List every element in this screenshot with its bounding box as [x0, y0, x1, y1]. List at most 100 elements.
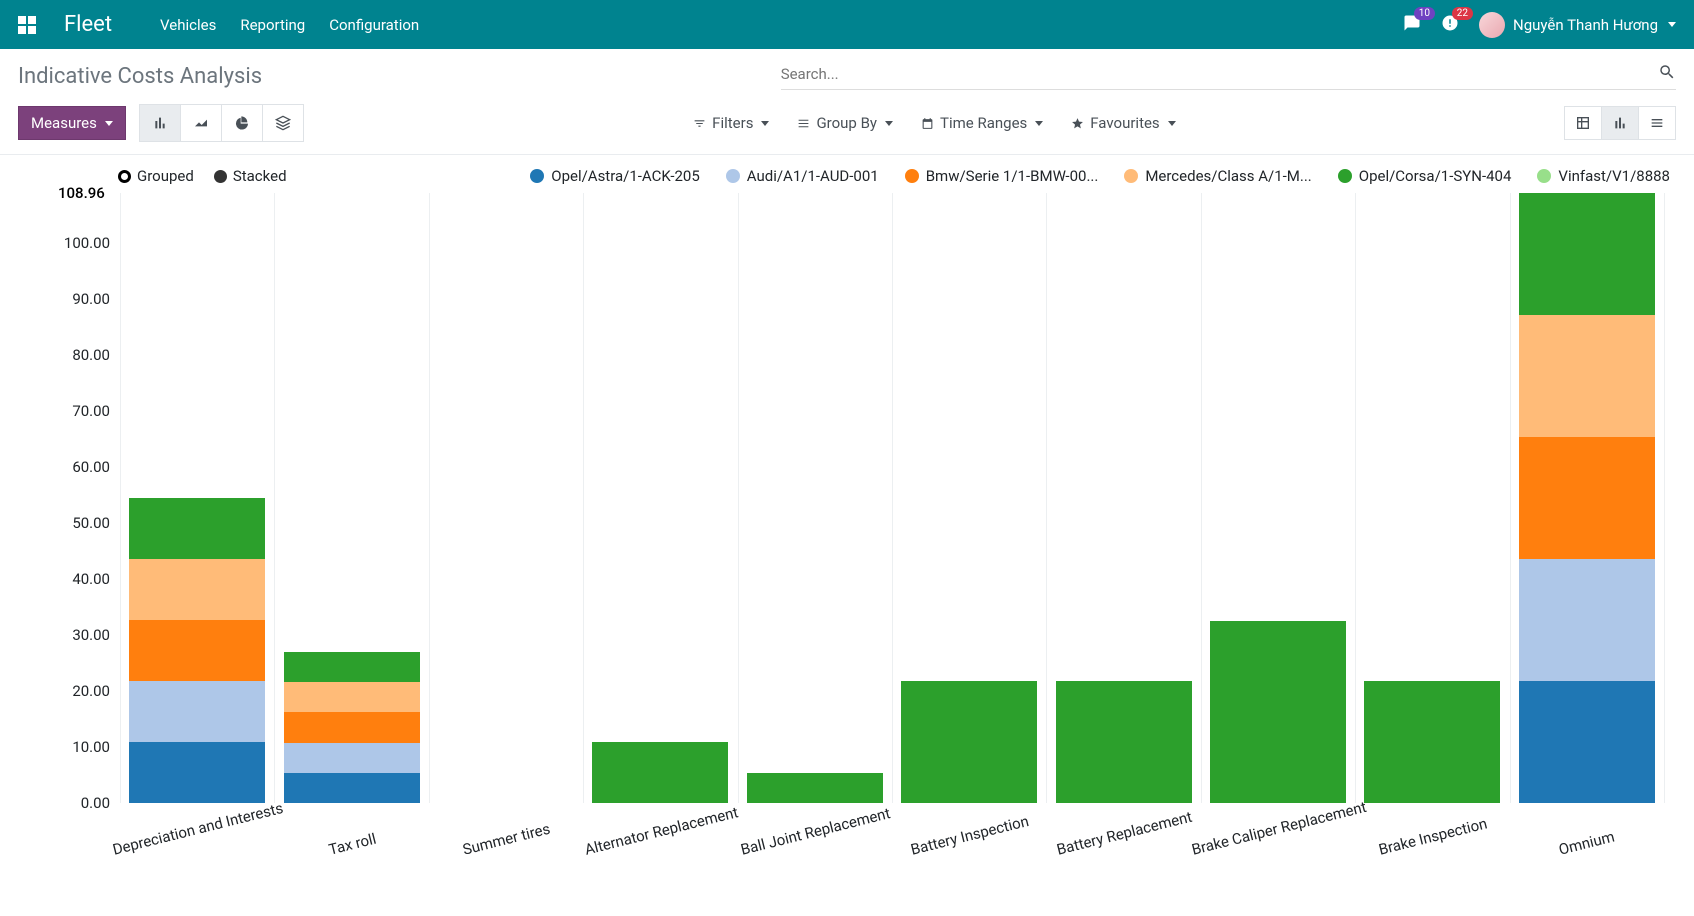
nav-menu-vehicles[interactable]: Vehicles: [160, 16, 216, 34]
bar-segment: [1519, 559, 1655, 681]
grid-line: [583, 193, 584, 803]
grid-line: [1510, 193, 1511, 803]
y-tick: 40.00: [20, 570, 110, 588]
legend-series: Opel/Astra/1-ACK-205 Audi/A1/1-AUD-001 Bmw…: [530, 167, 1670, 185]
bar-segment: [129, 742, 265, 803]
grid-line: [1046, 193, 1047, 803]
y-tick: 60.00: [20, 458, 110, 476]
chart-wrap: Grouped Stacked Opel/Astra/1-ACK-205 Audi…: [0, 154, 1694, 843]
avatar: [1479, 12, 1505, 38]
legend-item[interactable]: Vinfast/V1/8888: [1537, 167, 1670, 185]
grid-line: [892, 193, 893, 803]
y-tick: 90.00: [20, 290, 110, 308]
y-top-label: 108.96: [58, 184, 105, 202]
grid-line: [120, 193, 121, 803]
x-label: Omnium: [1557, 828, 1617, 859]
x-label: Summer tires: [461, 820, 552, 859]
mode-grouped[interactable]: Grouped: [118, 167, 194, 185]
bar-segment: [284, 712, 420, 742]
pivot-view-button[interactable]: [1564, 106, 1602, 140]
user-menu[interactable]: Nguyễn Thanh Hương: [1479, 12, 1676, 38]
y-tick: 80.00: [20, 346, 110, 364]
chevron-down-icon: [1035, 121, 1043, 126]
x-label: Brake Inspection: [1377, 814, 1489, 858]
search-icon[interactable]: [1658, 63, 1676, 85]
y-tick: 70.00: [20, 402, 110, 420]
measures-label: Measures: [31, 114, 97, 132]
bar[interactable]: [284, 652, 420, 803]
messages-icon[interactable]: 10: [1403, 14, 1421, 36]
legend-item[interactable]: Opel/Astra/1-ACK-205: [530, 167, 700, 185]
bar-segment: [1519, 437, 1655, 559]
bar-segment: [129, 498, 265, 559]
bar-chart-button[interactable]: [139, 104, 181, 142]
graph-view-button[interactable]: [1601, 106, 1639, 140]
grid-line: [1664, 193, 1665, 803]
messages-badge: 10: [1414, 7, 1435, 20]
grid-line: [738, 193, 739, 803]
bar[interactable]: [1056, 681, 1192, 803]
legend-item[interactable]: Audi/A1/1-AUD-001: [726, 167, 879, 185]
chart-area: 108.96 Depreciation and InterestsTax rol…: [20, 193, 1684, 843]
y-tick: 100.00: [20, 234, 110, 252]
bar[interactable]: [901, 681, 1037, 803]
legend-mode: Grouped Stacked: [118, 167, 287, 185]
pie-chart-button[interactable]: [221, 104, 263, 142]
bar[interactable]: [747, 773, 883, 803]
y-tick: 20.00: [20, 682, 110, 700]
bar[interactable]: [129, 498, 265, 803]
bar-segment: [129, 559, 265, 620]
grid-line: [274, 193, 275, 803]
grid-line: [1201, 193, 1202, 803]
nav-menu-configuration[interactable]: Configuration: [329, 16, 419, 34]
timeranges-button[interactable]: Time Ranges: [921, 114, 1043, 132]
grid-line: [429, 193, 430, 803]
search-input[interactable]: [781, 65, 1658, 83]
y-tick: 0.00: [20, 794, 110, 812]
breadcrumb: Indicative Costs Analysis: [18, 64, 262, 89]
activities-badge: 22: [1452, 7, 1473, 20]
mode-stacked[interactable]: Stacked: [214, 167, 287, 185]
nav-menu-reporting[interactable]: Reporting: [240, 16, 305, 34]
chart-type-group: [140, 104, 304, 142]
x-label: Brake Caliper Replacement: [1190, 798, 1368, 859]
bar-segment: [284, 773, 420, 803]
grid-line: [1355, 193, 1356, 803]
filters-button[interactable]: Filters: [693, 114, 769, 132]
legend-item[interactable]: Opel/Corsa/1-SYN-404: [1338, 167, 1512, 185]
x-label: Battery Replacement: [1055, 808, 1194, 859]
bar-segment: [1519, 193, 1655, 315]
bar[interactable]: [1519, 193, 1655, 803]
bar-segment: [1519, 315, 1655, 437]
x-label: Battery Inspection: [909, 812, 1031, 859]
app-brand[interactable]: Fleet: [64, 12, 112, 37]
bar[interactable]: [1364, 681, 1500, 803]
view-switcher: [1565, 106, 1676, 140]
legend-item[interactable]: Mercedes/Class A/1-M...: [1124, 167, 1311, 185]
favourites-button[interactable]: Favourites: [1071, 114, 1175, 132]
chevron-down-icon: [885, 121, 893, 126]
bar-segment: [1364, 681, 1500, 803]
apps-icon[interactable]: [18, 16, 36, 34]
bar-segment: [592, 742, 728, 803]
activities-icon[interactable]: 22: [1441, 14, 1459, 36]
bar[interactable]: [592, 742, 728, 803]
chevron-down-icon: [1168, 121, 1176, 126]
groupby-button[interactable]: Group By: [797, 114, 893, 132]
bar-segment: [1519, 681, 1655, 803]
bar-segment: [747, 773, 883, 803]
control-panel: Indicative Costs Analysis Measures Filte…: [0, 49, 1694, 154]
chevron-down-icon: [761, 121, 769, 126]
bar-segment: [129, 620, 265, 681]
bar[interactable]: [1210, 621, 1346, 804]
x-labels: Depreciation and InterestsTax rollSummer…: [120, 833, 1664, 913]
legend-item[interactable]: Bmw/Serie 1/1-BMW-00...: [905, 167, 1099, 185]
line-chart-button[interactable]: [180, 104, 222, 142]
measures-button[interactable]: Measures: [18, 106, 126, 140]
stack-button[interactable]: [262, 104, 304, 142]
x-label: Depreciation and Interests: [111, 799, 285, 859]
list-view-button[interactable]: [1638, 106, 1676, 140]
chevron-down-icon: [105, 121, 113, 126]
y-tick: 50.00: [20, 514, 110, 532]
nav-menu: Vehicles Reporting Configuration: [160, 16, 1403, 34]
